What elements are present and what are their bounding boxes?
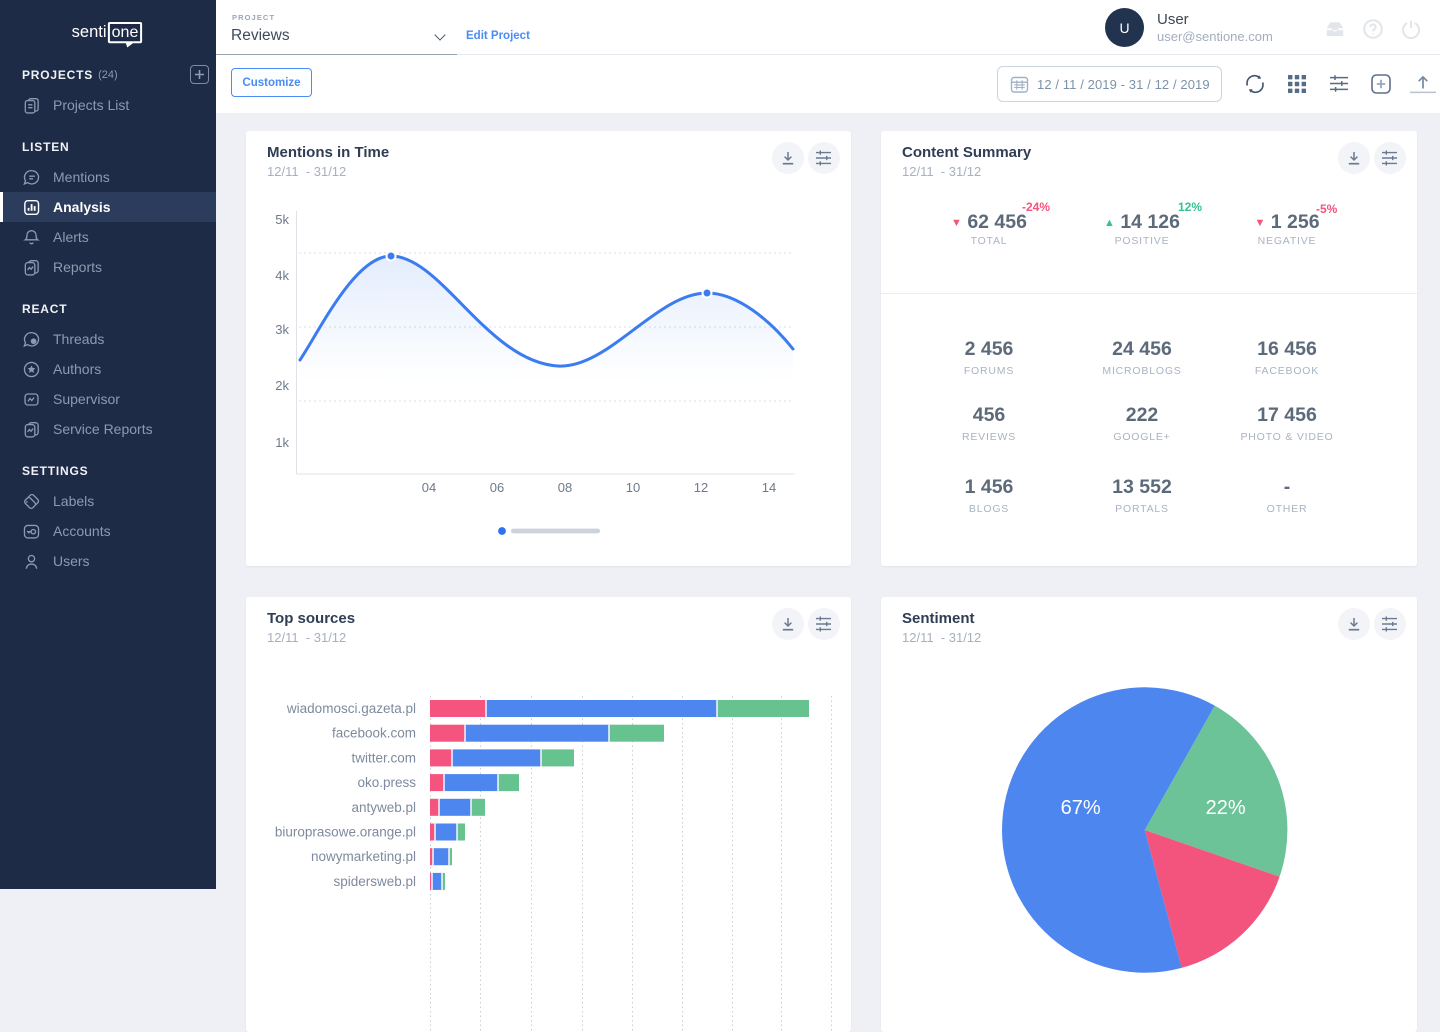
svg-text:spidersweb.pl: spidersweb.pl <box>333 874 416 889</box>
svg-text:nowymarketing.pl: nowymarketing.pl <box>311 849 416 864</box>
svg-text:14: 14 <box>762 480 776 495</box>
svg-text:4k: 4k <box>275 268 289 283</box>
svg-text:oko.press: oko.press <box>357 775 416 790</box>
svg-text:one: one <box>112 24 139 41</box>
svg-text:1k: 1k <box>275 435 289 450</box>
svg-text:senti: senti <box>72 23 107 41</box>
svg-text:22%: 22% <box>1206 797 1246 819</box>
svg-text:08: 08 <box>558 480 572 495</box>
svg-text:2k: 2k <box>275 378 289 393</box>
svg-text:wiadomosci.gazeta.pl: wiadomosci.gazeta.pl <box>286 701 416 716</box>
svg-text:3k: 3k <box>275 322 289 337</box>
svg-text:04: 04 <box>422 480 436 495</box>
svg-text:twitter.com: twitter.com <box>351 750 416 765</box>
svg-text:antyweb.pl: antyweb.pl <box>351 800 416 815</box>
svg-text:67%: 67% <box>1061 797 1101 819</box>
svg-text:06: 06 <box>490 480 504 495</box>
svg-text:5k: 5k <box>275 212 289 227</box>
svg-text:12: 12 <box>694 480 708 495</box>
svg-text:biuroprasowe.orange.pl: biuroprasowe.orange.pl <box>275 825 416 840</box>
svg-text:10: 10 <box>626 480 640 495</box>
svg-text:facebook.com: facebook.com <box>332 726 416 741</box>
